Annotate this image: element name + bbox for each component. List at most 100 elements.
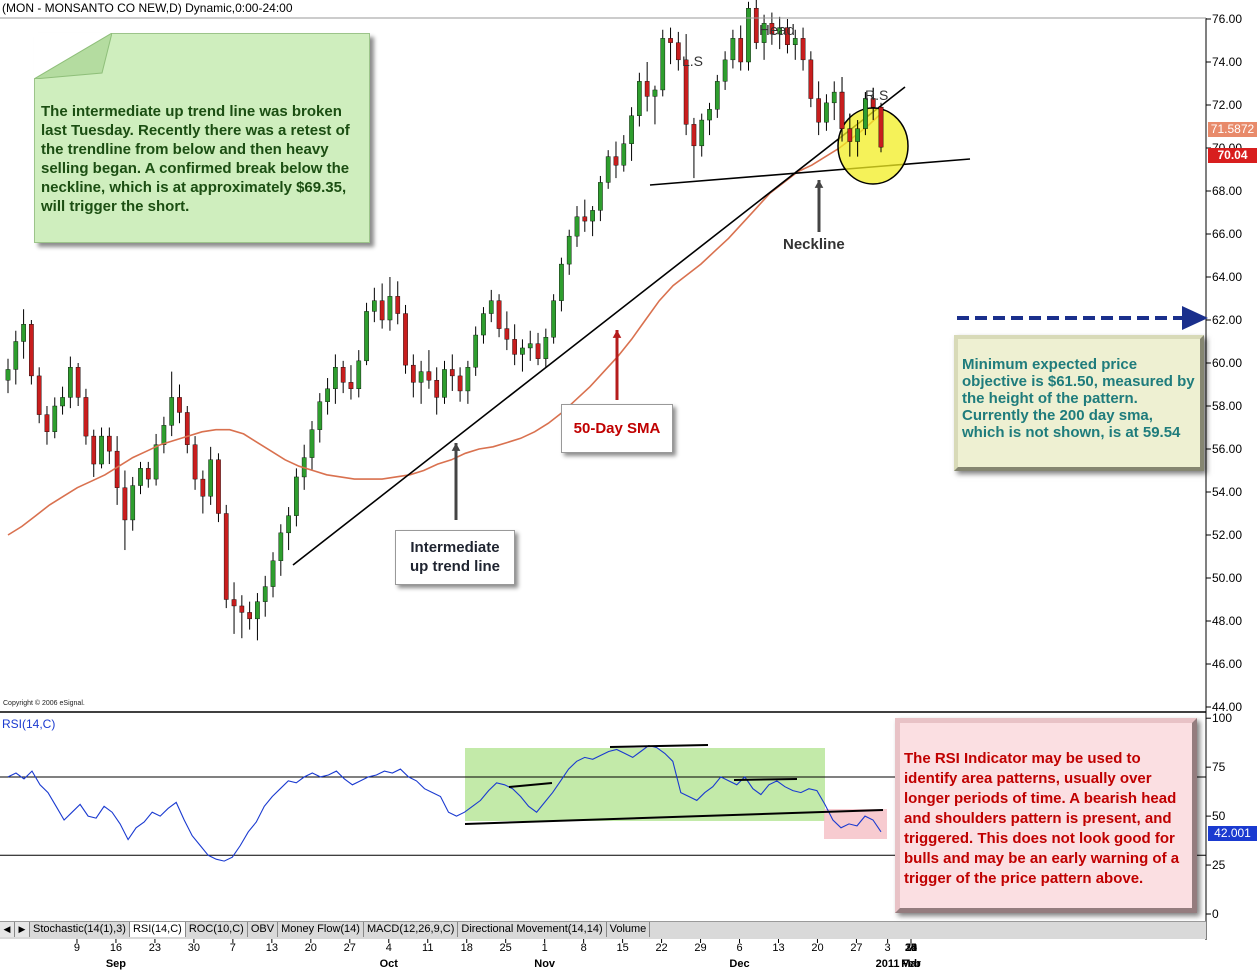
rsi-tick-label: 75 bbox=[1212, 760, 1226, 774]
price-tick-label: 54.00 bbox=[1212, 485, 1242, 499]
rsi-neckline bbox=[464, 809, 884, 825]
rsi-note-text: The RSI Indicator may be used to identif… bbox=[904, 750, 1180, 887]
date-tick-label: 13 bbox=[772, 942, 784, 954]
date-tick-label: 31 bbox=[905, 942, 917, 954]
date-tick-label: 22 bbox=[905, 942, 917, 954]
candle-down bbox=[200, 478, 206, 497]
candle-down bbox=[504, 328, 510, 340]
candle-down bbox=[644, 81, 650, 97]
tab-rsi[interactable]: RSI(14,C) bbox=[129, 922, 186, 937]
date-tick-label: 20 bbox=[305, 942, 317, 954]
neckline-label: Neckline bbox=[783, 236, 845, 253]
date-tick-label: 29 bbox=[694, 942, 706, 954]
tab-volume[interactable]: Volume bbox=[607, 922, 651, 937]
date-month-label: Sep bbox=[106, 958, 126, 970]
candle-down bbox=[434, 380, 440, 398]
candle-down bbox=[231, 599, 237, 607]
candle-up bbox=[13, 341, 19, 370]
candle-up bbox=[356, 360, 362, 390]
rsi-head-line bbox=[609, 744, 709, 748]
tab-roc[interactable]: ROC(10,C) bbox=[186, 922, 248, 937]
candle-up bbox=[730, 38, 736, 61]
candle-up bbox=[138, 468, 143, 486]
candle-down bbox=[683, 59, 689, 125]
candle-up bbox=[551, 300, 556, 338]
candle-down bbox=[106, 435, 112, 452]
candle-up bbox=[99, 435, 104, 465]
trendline-arrow-head bbox=[451, 443, 461, 451]
tab-scroll-left-icon[interactable]: ◀ bbox=[0, 922, 15, 937]
candle-up bbox=[465, 367, 471, 392]
date-tick-label: 30 bbox=[188, 942, 200, 954]
tab-stochastic[interactable]: Stochastic(14(1),3) bbox=[30, 922, 130, 937]
candle-up bbox=[262, 586, 268, 602]
candle-down bbox=[691, 124, 697, 147]
date-tick-label: 9 bbox=[74, 942, 80, 954]
date-tick-label: 7 bbox=[908, 942, 914, 954]
candle-down bbox=[340, 367, 346, 383]
date-month-label: 2011 bbox=[876, 958, 900, 970]
candle-up bbox=[652, 89, 658, 97]
price-tick-label: 76.00 bbox=[1212, 12, 1242, 26]
candle-up bbox=[621, 143, 627, 166]
candle-up bbox=[520, 347, 525, 355]
trendline-note-text: The intermediate up trend line was broke… bbox=[41, 103, 350, 215]
price-tick-label: 64.00 bbox=[1212, 270, 1242, 284]
price-tick-label: 52.00 bbox=[1212, 528, 1242, 542]
candle-up bbox=[543, 337, 549, 359]
candle-down bbox=[582, 216, 588, 222]
date-tick-label: 4 bbox=[386, 942, 392, 954]
candle-down bbox=[395, 296, 401, 314]
candle-down bbox=[83, 397, 89, 437]
candle-down bbox=[348, 382, 354, 390]
tab-money-flow[interactable]: Money Flow(14) bbox=[278, 922, 364, 937]
candle-up bbox=[831, 91, 837, 104]
candle-down bbox=[379, 300, 385, 321]
candle-down bbox=[675, 42, 681, 61]
candle-down bbox=[785, 27, 790, 46]
date-tick-label: 18 bbox=[461, 942, 473, 954]
tab-directional-movement[interactable]: Directional Movement(14,14) bbox=[458, 922, 607, 937]
candle-down bbox=[753, 8, 759, 43]
last-sma-tag: 71.5872 bbox=[1208, 122, 1257, 137]
candle-up bbox=[527, 343, 533, 349]
price-panel bbox=[5, 0, 884, 641]
candle-up bbox=[294, 476, 299, 516]
candle-up bbox=[317, 401, 323, 430]
candle-up bbox=[629, 115, 634, 144]
date-month-label: Nov bbox=[534, 958, 556, 970]
neckline-arrow-head bbox=[814, 180, 824, 188]
sma50-line bbox=[7, 113, 882, 536]
rsi-note: The RSI Indicator may be used to identif… bbox=[895, 718, 1197, 913]
price-tick-label: 66.00 bbox=[1212, 227, 1242, 241]
candle-down bbox=[668, 38, 673, 43]
date-tick-label: 13 bbox=[266, 942, 278, 954]
date-tick-label: 15 bbox=[616, 942, 628, 954]
last-rsi-tag: 42.001 bbox=[1208, 826, 1257, 841]
date-tick-label: 28 bbox=[905, 942, 917, 954]
tab-scroll-right-icon[interactable]: ▶ bbox=[15, 922, 30, 937]
candle-down bbox=[145, 468, 151, 480]
candle-up bbox=[278, 532, 284, 561]
candle-down bbox=[122, 487, 128, 521]
date-tick-label: 22 bbox=[655, 942, 667, 954]
candle-down bbox=[44, 414, 50, 433]
candle-down bbox=[216, 459, 221, 514]
candle-up bbox=[598, 182, 603, 211]
candle-up bbox=[590, 210, 595, 222]
candle-up bbox=[792, 38, 798, 45]
candle-up bbox=[714, 81, 720, 110]
tab-obv[interactable]: OBV bbox=[248, 922, 279, 937]
rsi-tick-label: 0 bbox=[1212, 907, 1219, 921]
candle-up bbox=[5, 369, 11, 381]
candle-up bbox=[863, 98, 868, 129]
sma-callout-text: 50-Day SMA bbox=[573, 420, 661, 437]
candle-up bbox=[699, 119, 705, 147]
candle-up bbox=[130, 485, 136, 521]
head-label: Head bbox=[759, 22, 795, 39]
tab-macd[interactable]: MACD(12,26,9,C) bbox=[364, 922, 459, 937]
candle-up bbox=[473, 334, 479, 368]
candle-down bbox=[410, 364, 416, 383]
candle-up bbox=[68, 367, 73, 398]
date-tick-label: 27 bbox=[344, 942, 356, 954]
